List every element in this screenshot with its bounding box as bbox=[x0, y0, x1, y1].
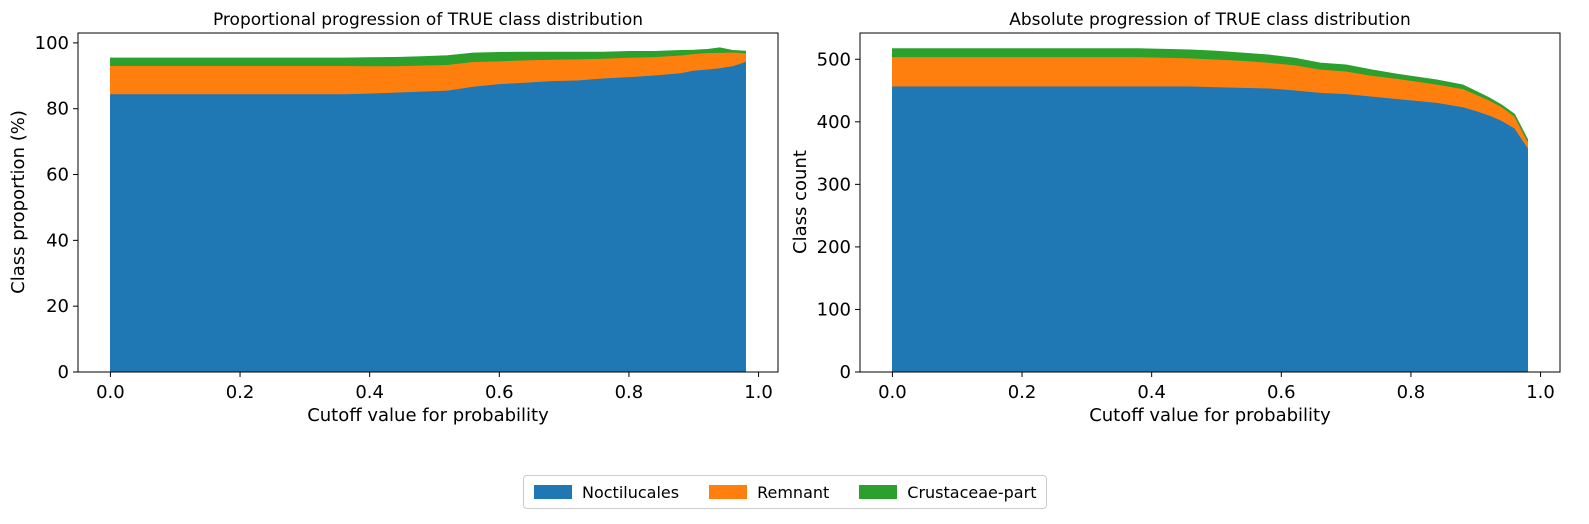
legend-label: Remnant bbox=[757, 482, 830, 502]
legend-swatch bbox=[709, 485, 748, 499]
y-tick-label: 100 bbox=[35, 33, 69, 54]
x-tick-label: 0.8 bbox=[615, 382, 644, 403]
plot-frame bbox=[859, 32, 1561, 373]
chart-title: Proportional progression of TRUE class d… bbox=[213, 10, 643, 30]
y-tick-label: 60 bbox=[46, 165, 69, 186]
area-crustaceae-part bbox=[110, 47, 746, 67]
y-tick-label: 300 bbox=[817, 174, 851, 195]
x-tick-label: 0.0 bbox=[878, 382, 907, 403]
x-tick-label: 0.6 bbox=[485, 382, 514, 403]
legend-swatch bbox=[534, 485, 572, 499]
y-tick-label: 80 bbox=[46, 99, 69, 120]
y-tick-label: 500 bbox=[817, 49, 851, 70]
area-crustaceae-part bbox=[892, 48, 1528, 142]
proportional-chart: Proportional progression of TRUE class d… bbox=[8, 10, 779, 426]
y-tick-label: 400 bbox=[817, 112, 851, 133]
x-tick-label: 1.0 bbox=[744, 382, 773, 403]
y-tick-label: 200 bbox=[817, 237, 851, 258]
x-axis-label: Cutoff value for probability bbox=[1089, 405, 1331, 426]
area-layers bbox=[892, 48, 1528, 373]
y-axis-label: Class count bbox=[790, 150, 811, 254]
x-tick-label: 0.2 bbox=[226, 382, 255, 403]
x-tick-label: 0.8 bbox=[1397, 382, 1426, 403]
legend-item-remnant: Remnant bbox=[709, 483, 829, 502]
y-tick-label: 100 bbox=[817, 299, 851, 320]
y-tick-label: 40 bbox=[46, 230, 69, 251]
legend: Noctilucales Remnant Crustaceae-part bbox=[523, 475, 1048, 509]
chart-title: Absolute progression of TRUE class distr… bbox=[1009, 10, 1410, 30]
x-tick-label: 1.0 bbox=[1526, 382, 1555, 403]
absolute-chart: Absolute progression of TRUE class distr… bbox=[790, 10, 1561, 426]
x-tick-label: 0.4 bbox=[355, 382, 384, 403]
area-noctilucales bbox=[110, 61, 746, 373]
legend-item-crustaceae-part: Crustaceae-part bbox=[859, 483, 1036, 502]
area-layers bbox=[110, 47, 746, 373]
y-tick-label: 0 bbox=[58, 362, 69, 383]
axis-ticks: 0.0 0.2 0.4 0.6 0.8 1.0 0 100 200 300 400 500 bbox=[817, 49, 1555, 403]
area-noctilucales bbox=[892, 85, 1528, 373]
y-tick-label: 20 bbox=[46, 296, 69, 317]
y-axis-label: Class proportion (%) bbox=[8, 110, 29, 294]
legend-item-noctilucales: Noctilucales bbox=[534, 483, 679, 502]
plot-frame bbox=[77, 32, 779, 373]
x-tick-label: 0.2 bbox=[1008, 382, 1037, 403]
x-axis-label: Cutoff value for probability bbox=[307, 405, 549, 426]
y-tick-label: 0 bbox=[840, 362, 851, 383]
x-tick-label: 0.4 bbox=[1137, 382, 1166, 403]
x-tick-label: 0.0 bbox=[96, 382, 125, 403]
axis-ticks: 0.0 0.2 0.4 0.6 0.8 1.0 0 20 40 60 80 100 bbox=[35, 33, 773, 403]
x-tick-label: 0.6 bbox=[1267, 382, 1296, 403]
legend-label: Noctilucales bbox=[582, 482, 680, 502]
legend-label: Crustaceae-part bbox=[907, 482, 1037, 502]
legend-swatch bbox=[859, 485, 898, 499]
